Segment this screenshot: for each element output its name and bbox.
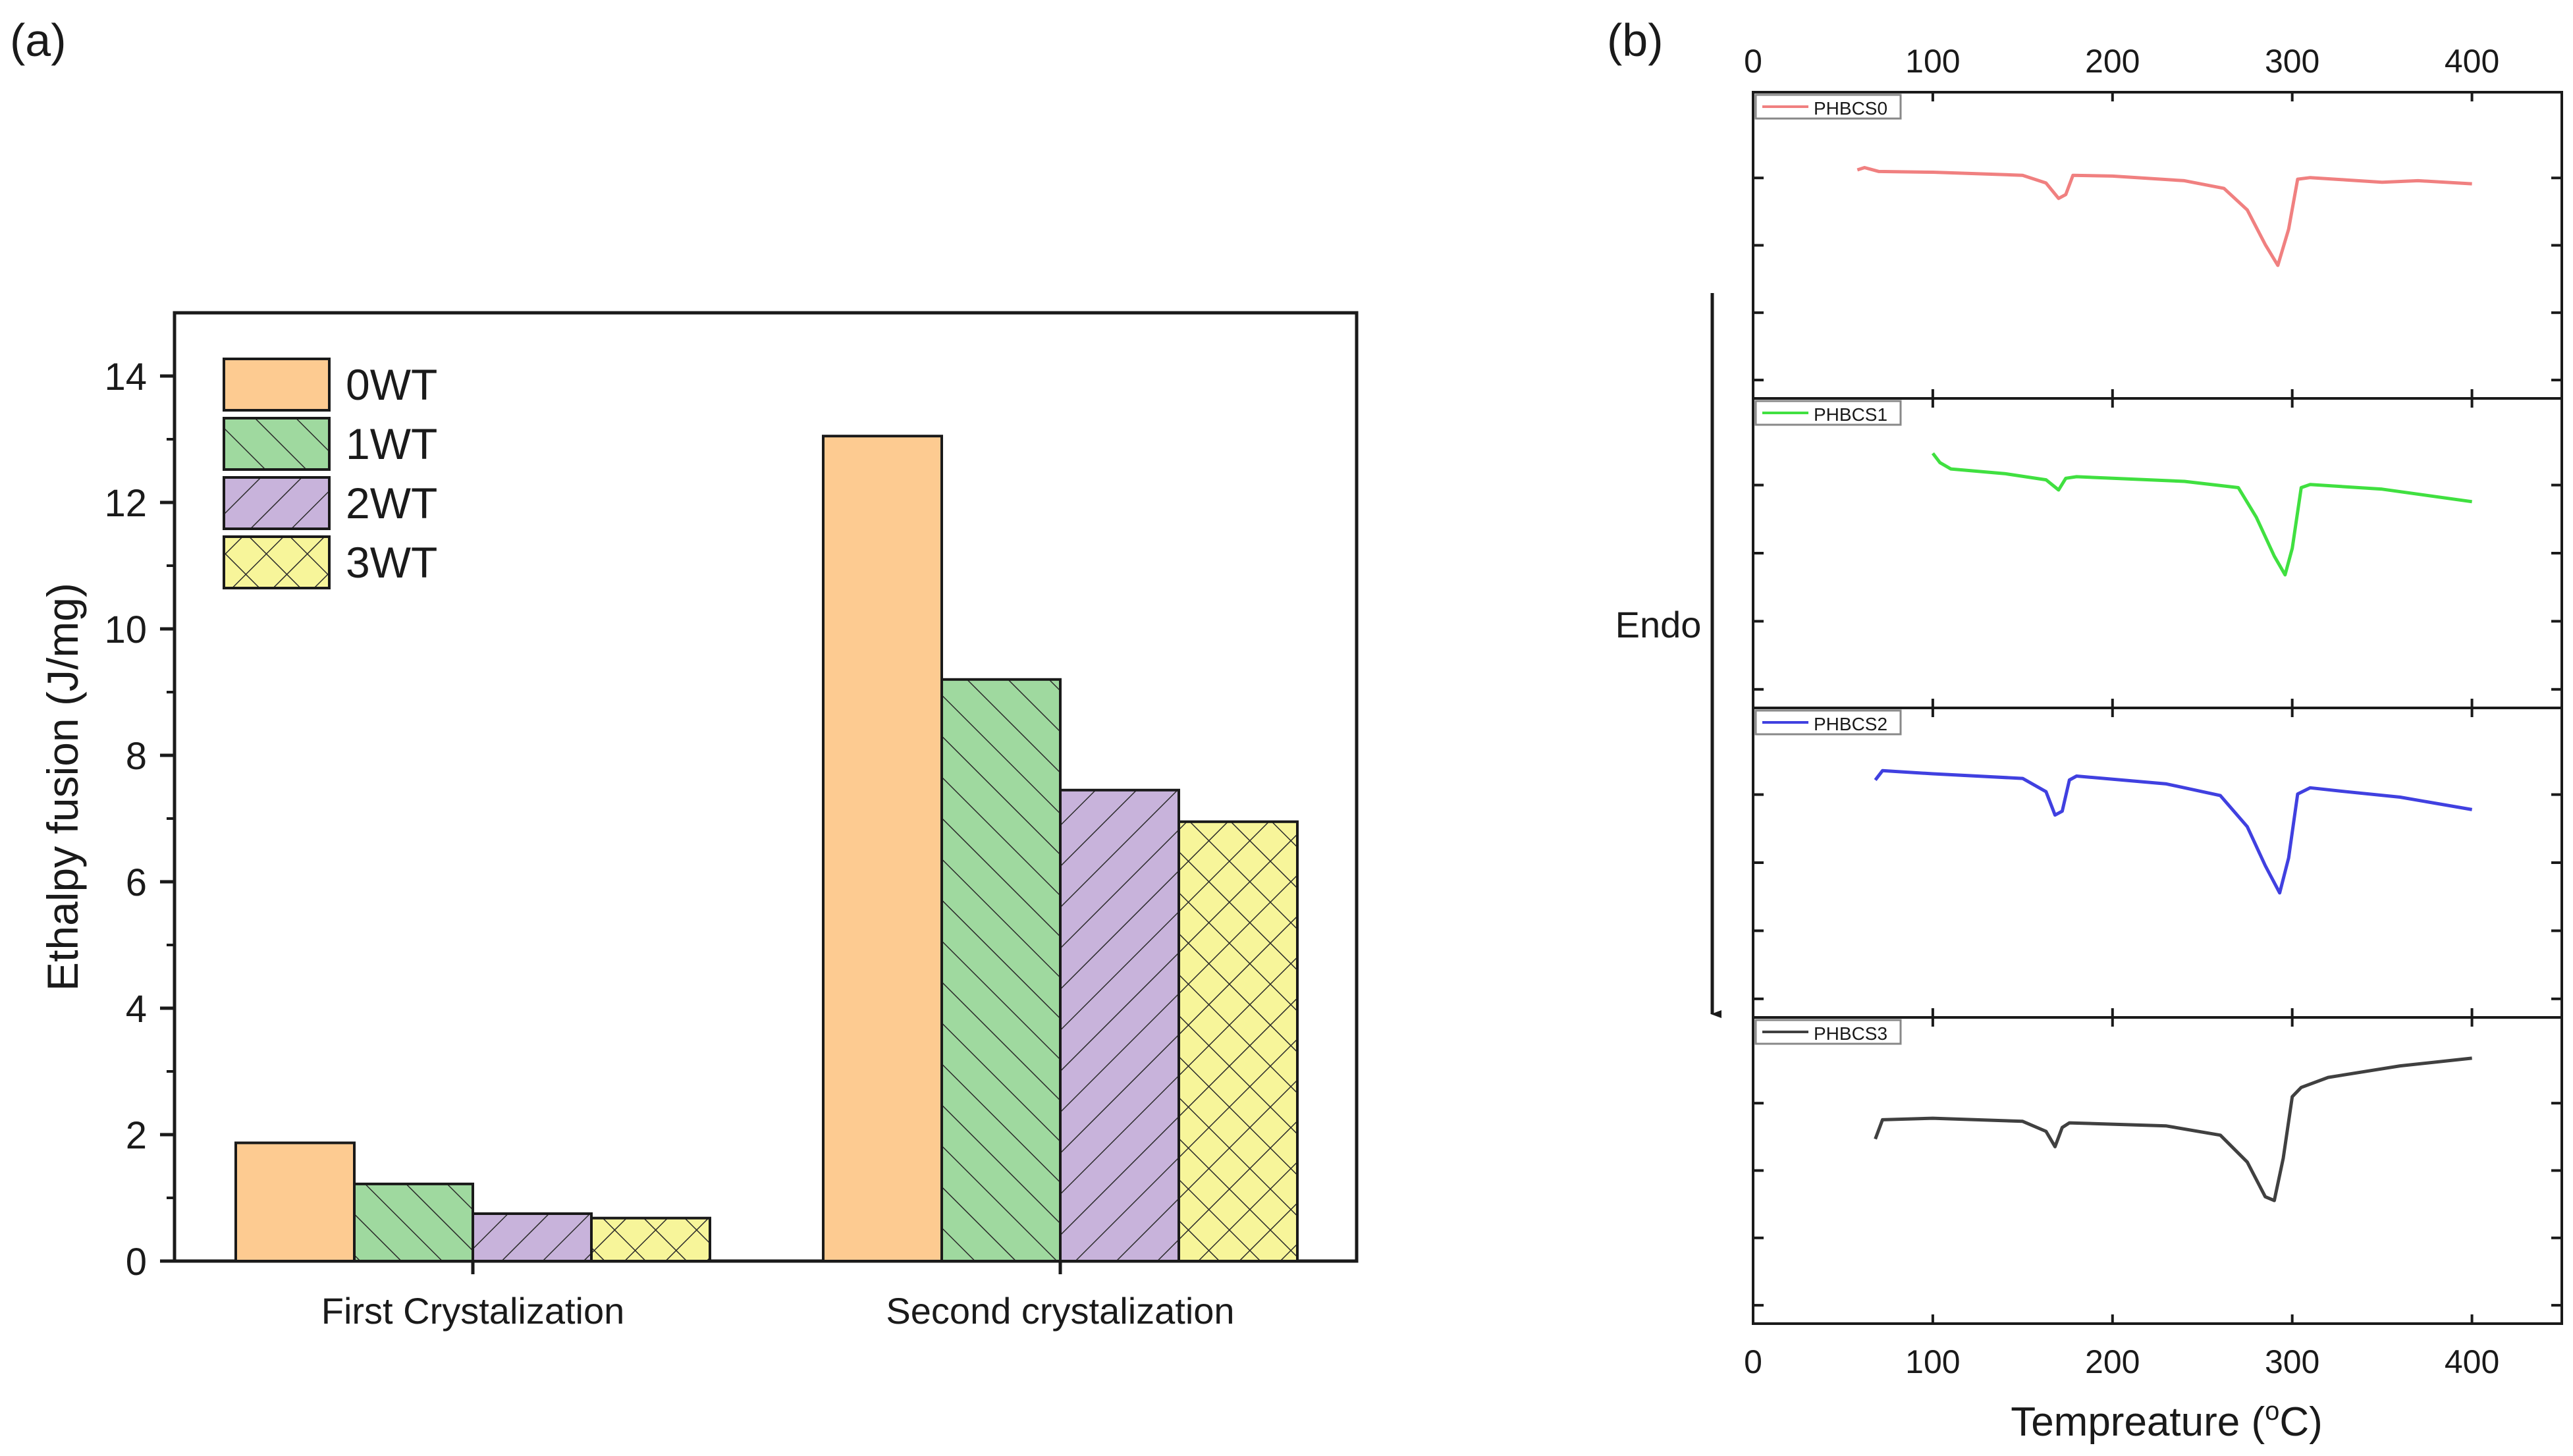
- curve-panel: PHBCS1: [1752, 397, 2563, 709]
- legend-swatch: [223, 358, 331, 412]
- dsc-curve: [1856, 166, 2472, 267]
- bottom-x-tick-label: 400: [2445, 1343, 2499, 1380]
- bar: [590, 1216, 711, 1262]
- bottom-x-tick-label: 100: [1905, 1343, 1960, 1380]
- dsc-curve: [1874, 768, 2473, 895]
- category-label: First Crystalization: [321, 1290, 625, 1332]
- legend-label: 0WT: [346, 360, 437, 409]
- x-axis: First Crystalization Second crystalizatio…: [321, 1261, 1235, 1332]
- legend-label: PHBCS1: [1814, 404, 1887, 425]
- curve-panel: PHBCS2: [1752, 707, 2563, 1019]
- bar: [1059, 788, 1180, 1263]
- panel-frame: [1752, 397, 2563, 709]
- y-tick-label: 12: [104, 482, 147, 525]
- bar: [353, 1182, 474, 1263]
- y-tick-label: 14: [104, 356, 147, 398]
- curve-panel: PHBCS3: [1752, 1016, 2563, 1325]
- y-tick-label: 8: [126, 735, 147, 778]
- legend-label: PHBCS3: [1814, 1023, 1887, 1044]
- top-x-tick-label: 100: [1905, 43, 1960, 80]
- panel-frame: [1752, 707, 2563, 1019]
- bar: [822, 435, 943, 1263]
- bars: [234, 435, 1299, 1263]
- bottom-x-tick-label: 300: [2265, 1343, 2319, 1380]
- top-x-tick-label: 0: [1744, 43, 1762, 80]
- y-tick-label: 4: [126, 988, 147, 1031]
- top-x-tick-label: 400: [2445, 43, 2499, 80]
- top-x-tick-label: 200: [2085, 43, 2140, 80]
- legend-swatch: [223, 417, 331, 471]
- x-axis-label-superscript: o: [2265, 1397, 2279, 1426]
- legend-label: 1WT: [346, 419, 437, 468]
- legend-label: 2WT: [346, 479, 437, 527]
- legend-label: PHBCS0: [1814, 98, 1887, 119]
- legend-label: PHBCS2: [1814, 714, 1887, 734]
- legend-box: [1754, 1019, 1902, 1045]
- y-tick-label: 2: [126, 1114, 147, 1157]
- bar: [234, 1141, 356, 1262]
- x-axes: 0 0 100 100 200 200 300 300 400 400: [1744, 43, 2499, 1380]
- panel-label-b: (b): [1607, 14, 1664, 66]
- panel-frame: [1752, 1016, 2563, 1325]
- category-label: Second crystalization: [886, 1290, 1234, 1332]
- panel-frame: [1752, 91, 2563, 400]
- legend-swatch: [223, 476, 331, 530]
- x-axis-label-suffix: C): [2279, 1399, 2322, 1445]
- y-tick-label: 10: [104, 608, 147, 651]
- curve-panel: PHBCS0: [1752, 91, 2563, 400]
- y-tick-label: 6: [126, 861, 147, 904]
- y-tick-label: 0: [126, 1241, 147, 1283]
- y-axis: 0 2 4 6 8 10 12 14: [104, 356, 175, 1283]
- bar: [472, 1212, 593, 1262]
- bottom-x-tick-label: 200: [2085, 1343, 2140, 1380]
- bar: [940, 678, 1062, 1263]
- dsc-curve: [1874, 1056, 2472, 1202]
- legend: 0WT 1WT 2WT 3WT: [223, 358, 437, 589]
- bottom-x-tick-label: 0: [1744, 1343, 1762, 1380]
- bar-chart-panel: (a) 0 2 4 6 8 10 12 14 First Crystalization Seco…: [10, 14, 1359, 1332]
- x-axis-label: Tempreature (oC): [2011, 1397, 2323, 1445]
- endo-annotation: Endo: [1615, 604, 1702, 645]
- x-axis-label-main: Tempreature (: [2011, 1399, 2265, 1445]
- plot-frame: [173, 311, 1359, 1263]
- panel-label-a: (a): [10, 14, 67, 66]
- legend-swatch: [223, 535, 331, 589]
- top-x-tick-label: 300: [2265, 43, 2319, 80]
- dsc-curve: [1931, 452, 2472, 577]
- y-axis-label: Ethalpy fusion (J/mg): [38, 583, 87, 991]
- bar: [1178, 820, 1299, 1263]
- stacked-panels: PHBCS0 PHBCS1 PHBCS2 PHBCS3: [1752, 91, 2563, 1325]
- legend-label: 3WT: [346, 538, 437, 587]
